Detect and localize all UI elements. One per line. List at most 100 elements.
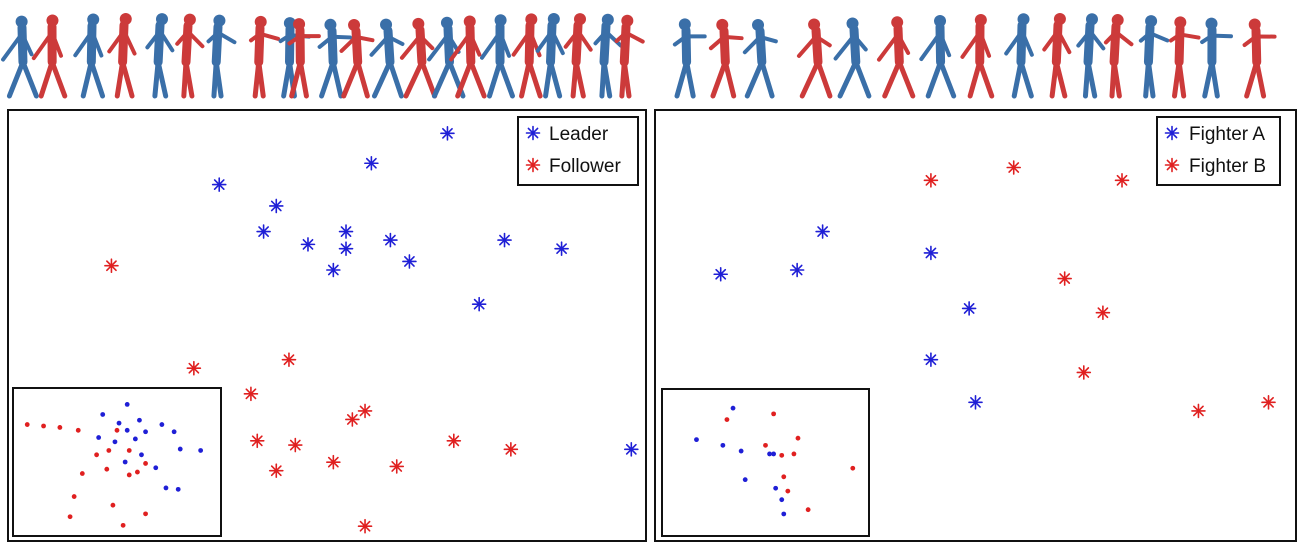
follower-point-0 bbox=[104, 258, 119, 274]
inset-follower-dot-16 bbox=[67, 514, 73, 520]
inset-fighter-a-dot-1 bbox=[694, 437, 699, 443]
inset-fighter-b-dot-4 bbox=[779, 452, 785, 458]
follower-point-11 bbox=[389, 459, 405, 474]
fight-figure-3 bbox=[796, 18, 833, 99]
right-panel-frame bbox=[654, 109, 1297, 542]
inset-leader-dot-16 bbox=[163, 485, 169, 491]
fight-figure-6 bbox=[919, 15, 957, 99]
inset-leader-dot-0 bbox=[124, 402, 130, 407]
follower-point-1 bbox=[281, 352, 297, 367]
inset-leader-dot-5 bbox=[124, 427, 130, 433]
inset-fighter-b-dot-1 bbox=[771, 411, 777, 417]
dance-figure-19 bbox=[563, 13, 593, 99]
inset-follower-dot-12 bbox=[126, 472, 132, 478]
inset-leader-dot-11 bbox=[177, 446, 183, 452]
inset-fighter-a-dot-7 bbox=[773, 485, 779, 491]
fighter-a-point-0 bbox=[815, 224, 830, 239]
fight-figure-12 bbox=[1138, 15, 1170, 99]
right-inset-scatter bbox=[694, 405, 856, 517]
inset-leader-dot-13 bbox=[139, 452, 144, 458]
fighter-b-point-1 bbox=[923, 173, 939, 188]
leader-point-2 bbox=[211, 177, 227, 192]
fighter-b-point-3 bbox=[1057, 271, 1072, 286]
dance-figure-13 bbox=[399, 17, 438, 99]
follower-point-3 bbox=[243, 386, 259, 402]
fight-figures-strip bbox=[672, 13, 1277, 99]
fighter-a-point-2 bbox=[713, 266, 729, 282]
leader-point-9 bbox=[497, 232, 512, 248]
inset-fighter-b-dot-2 bbox=[795, 435, 801, 441]
inset-fighter-a-dot-5 bbox=[771, 451, 777, 457]
fight-figure-15 bbox=[1242, 18, 1277, 99]
inset-follower-dot-10 bbox=[104, 466, 110, 472]
fight-figure-10 bbox=[1076, 13, 1106, 99]
inset-leader-dot-4 bbox=[159, 422, 165, 427]
legend-leader-asterisk bbox=[525, 125, 541, 141]
fighter-b-point-0 bbox=[1006, 160, 1022, 175]
inset-follower-dot-3 bbox=[75, 427, 81, 433]
dance-figure-5 bbox=[175, 13, 205, 99]
leader-point-7 bbox=[338, 241, 354, 256]
leader-point-10 bbox=[554, 241, 569, 256]
inset-fighter-a-dot-6 bbox=[742, 477, 748, 483]
dance-figure-20 bbox=[593, 13, 623, 99]
legend-follower-asterisk bbox=[525, 157, 541, 173]
fight-figure-0 bbox=[672, 18, 707, 99]
legend-fighter-b-marker bbox=[1164, 157, 1180, 173]
fight-figure-9 bbox=[1042, 13, 1072, 99]
leader-point-5 bbox=[338, 224, 354, 239]
inset-leader-dot-15 bbox=[153, 465, 159, 471]
fighter-a-point-1 bbox=[789, 262, 805, 278]
legend-follower-label: Follower bbox=[549, 156, 621, 177]
inset-fighter-b-dot-8 bbox=[785, 488, 791, 494]
inset-follower-dot-2 bbox=[57, 425, 63, 430]
follower-point-8 bbox=[446, 433, 462, 449]
inset-follower-dot-15 bbox=[143, 511, 148, 517]
legend-fighter-a-label: Fighter A bbox=[1189, 124, 1265, 145]
follower-point-10 bbox=[326, 454, 341, 470]
left-panel-frame bbox=[7, 109, 647, 542]
left-legend: Leader Follower bbox=[517, 116, 639, 186]
legend-fighter-b-asterisk bbox=[1164, 157, 1180, 173]
leader-point-3 bbox=[268, 198, 284, 214]
inset-leader-dot-1 bbox=[100, 412, 106, 417]
fight-figure-5 bbox=[877, 16, 916, 99]
inset-leader-dot-14 bbox=[122, 459, 128, 465]
inset-fighter-a-dot-8 bbox=[779, 497, 785, 503]
right-legend: Fighter A Fighter B bbox=[1156, 116, 1281, 186]
fight-figure-7 bbox=[960, 13, 995, 99]
fighter-b-point-7 bbox=[1261, 395, 1276, 410]
dance-figure-18 bbox=[535, 13, 565, 99]
inset-leader-dot-3 bbox=[116, 420, 122, 426]
inset-follower-dot-6 bbox=[106, 448, 112, 453]
fight-figure-2 bbox=[742, 18, 778, 99]
dance-figures-strip bbox=[1, 13, 645, 99]
inset-follower-dot-5 bbox=[126, 448, 132, 453]
fighter-b-point-5 bbox=[1076, 365, 1092, 380]
fight-figure-13 bbox=[1168, 16, 1201, 99]
leader-point-13 bbox=[471, 296, 487, 312]
follower-point-9 bbox=[503, 442, 519, 457]
legend-follower-marker bbox=[525, 157, 541, 173]
leader-point-4 bbox=[256, 224, 271, 239]
dance-figure-14 bbox=[427, 16, 466, 99]
left-inset-frame bbox=[12, 387, 222, 537]
dance-figure-12 bbox=[369, 18, 405, 99]
inset-leader-dot-9 bbox=[132, 436, 138, 442]
leader-point-8 bbox=[383, 232, 398, 248]
follower-point-2 bbox=[186, 360, 202, 376]
inset-follower-dot-9 bbox=[135, 469, 140, 475]
legend-leader-marker bbox=[525, 125, 541, 141]
inset-leader-dot-8 bbox=[96, 435, 102, 440]
inset-follower-dot-13 bbox=[71, 494, 77, 499]
fight-figure-8 bbox=[1004, 13, 1034, 99]
dance-figure-17 bbox=[511, 13, 543, 99]
inset-leader-dot-10 bbox=[112, 439, 118, 445]
right-legend-box bbox=[1156, 116, 1281, 186]
inset-leader-dot-12 bbox=[198, 448, 204, 453]
dance-figure-4 bbox=[145, 13, 175, 99]
left-inset-scatter bbox=[24, 402, 204, 528]
inset-fighter-b-dot-6 bbox=[850, 465, 856, 471]
leader-point-1 bbox=[364, 155, 379, 171]
inset-follower-dot-17 bbox=[120, 522, 126, 528]
